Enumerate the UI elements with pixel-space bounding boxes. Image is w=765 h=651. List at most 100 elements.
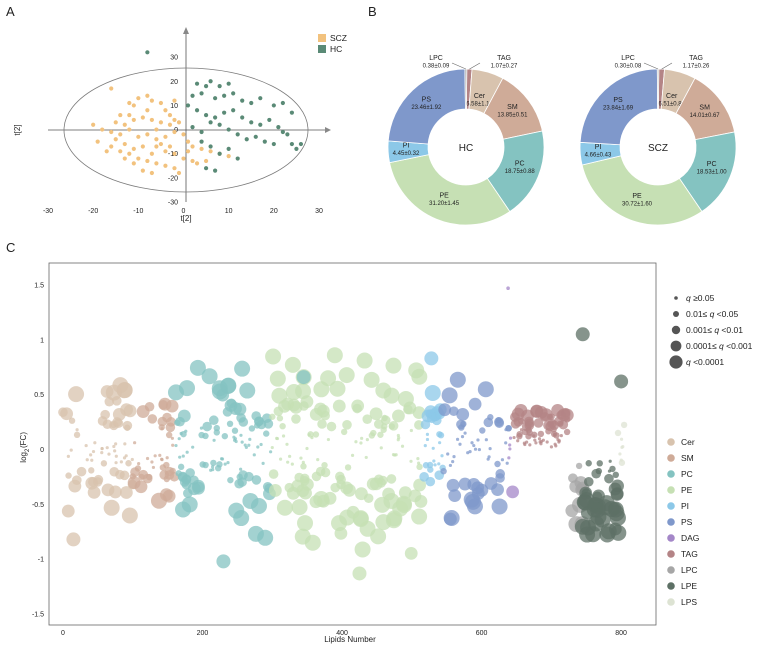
pca-y-arrow xyxy=(183,27,189,34)
class-legend-marker-pe xyxy=(667,486,675,494)
pca-confidence-ellipse xyxy=(63,67,309,193)
bubble-point-sm xyxy=(165,456,169,460)
bubble-point-pc xyxy=(214,464,222,472)
class-legend-label-pi: PI xyxy=(681,501,689,511)
bubble-y-tick: -0.5 xyxy=(32,502,44,509)
pca-point-scz xyxy=(167,122,173,127)
bubble-point-pc xyxy=(259,442,263,447)
bubble-point-pc xyxy=(187,482,201,496)
bubble-point-tag xyxy=(516,433,523,440)
pca-point-scz xyxy=(181,156,186,161)
donut-center-label: SCZ xyxy=(648,143,668,154)
bubble-point-ps xyxy=(466,451,470,455)
bubble-point-tag xyxy=(545,440,549,444)
bubble-point-pe xyxy=(326,347,343,364)
bubble-point-ps xyxy=(449,406,459,416)
pca-point-hc xyxy=(289,141,294,147)
bubble-point-pc xyxy=(248,437,252,441)
bubble-point-ps xyxy=(484,438,488,442)
bubble-point-pe xyxy=(330,482,341,493)
class-legend-marker-dag xyxy=(667,534,675,542)
bubble-point-pi xyxy=(437,462,441,466)
bubble-point-pe xyxy=(392,409,405,423)
pca-point-scz xyxy=(109,86,114,91)
bubble-point-pe xyxy=(286,486,300,500)
bubble-point-ps xyxy=(463,431,467,435)
pca-x-tick: 30 xyxy=(315,208,323,215)
bubble-point-pe xyxy=(355,487,368,501)
pca-point-hc xyxy=(249,100,254,106)
pca-point-hc xyxy=(194,81,200,86)
bubble-point-ps xyxy=(494,417,504,427)
bubble-point-pe xyxy=(286,460,290,464)
bubble-point-pe xyxy=(289,400,303,414)
pca-point-scz xyxy=(113,137,118,142)
bubble-point-pe xyxy=(416,463,423,471)
size-legend-label: 0.01≤ q <0.05 xyxy=(686,309,738,319)
bubble-point-cer xyxy=(103,499,120,516)
pca-point-scz xyxy=(208,149,213,154)
bubble-point-pc xyxy=(179,431,183,436)
bubble-point-pe xyxy=(352,566,367,581)
bubble-point-pe xyxy=(310,436,314,440)
bubble-point-pc xyxy=(231,427,239,434)
bubble-point-cer xyxy=(108,485,122,499)
bubble-point-pe xyxy=(340,428,348,436)
donut-label-tag: TAG xyxy=(497,55,511,62)
bubble-point-ps xyxy=(473,447,478,451)
pca-point-scz xyxy=(127,127,132,132)
pca-point-hc xyxy=(249,120,254,125)
donut-value-sm: 13.85±0.51 xyxy=(497,113,528,119)
donut-leader-tag xyxy=(661,62,673,70)
bubble-x-tick: 0 xyxy=(61,630,65,637)
bubble-point-cer xyxy=(61,504,75,518)
bubble-point-ps xyxy=(484,477,498,490)
bubble-point-lpe xyxy=(596,460,603,467)
donut-label-lpc: LPC xyxy=(429,55,443,62)
bubble-point-cer xyxy=(90,458,94,462)
bubble-point-sm xyxy=(162,412,172,423)
pca-point-scz xyxy=(100,127,105,132)
donut-value-ps: 23.84±1.69 xyxy=(603,105,634,111)
size-legend-label: 0.001≤ q <0.01 xyxy=(686,325,743,335)
bubble-point-lps xyxy=(620,421,628,429)
bubble-point-pe xyxy=(307,433,311,437)
bubble-point-cer xyxy=(75,428,79,432)
bubble-point-pc xyxy=(181,454,185,458)
bubble-point-pi xyxy=(438,441,442,445)
bubble-point-sm xyxy=(158,397,172,411)
bubble-point-pe xyxy=(276,415,284,422)
bubble-point-pe xyxy=(354,440,358,444)
pca-y-tick: -20 xyxy=(168,175,178,182)
pca-point-scz xyxy=(167,112,173,118)
pca-point-scz xyxy=(154,144,159,149)
bubble-point-cer xyxy=(100,460,108,467)
donut-leader-tag xyxy=(469,62,481,70)
pca-point-scz xyxy=(172,129,177,135)
pca-point-hc xyxy=(208,144,213,149)
pca-point-scz xyxy=(149,98,154,103)
legend-scz-label: SCZ xyxy=(330,33,347,43)
pca-point-hc xyxy=(208,79,213,84)
bubble-point-pe xyxy=(411,368,428,385)
bubble-point-sm xyxy=(145,456,150,461)
bubble-point-cer xyxy=(130,457,134,462)
bubble-point-pi xyxy=(425,476,436,487)
bubble-point-pe xyxy=(317,419,327,429)
bubble-point-cer xyxy=(100,451,104,455)
bubble-point-ps xyxy=(441,387,458,404)
bubble-point-cer xyxy=(114,454,118,458)
pca-point-scz xyxy=(181,132,186,137)
size-legend-label: 0.0001≤ q <0.001 xyxy=(686,341,753,351)
bubble-point-cer xyxy=(121,507,138,524)
bubble-point-pe xyxy=(413,478,427,492)
bubble-point-pe xyxy=(377,431,384,438)
pca-point-scz xyxy=(154,161,159,166)
bubble-point-pe xyxy=(379,446,383,450)
bubble-point-sm xyxy=(137,462,141,466)
bubble-point-dag xyxy=(506,286,510,291)
bubble-point-sm xyxy=(171,443,175,447)
bubble-point-cer xyxy=(112,417,122,427)
bubble-point-pc xyxy=(239,382,256,399)
donut-label-pc: PC xyxy=(707,161,717,168)
